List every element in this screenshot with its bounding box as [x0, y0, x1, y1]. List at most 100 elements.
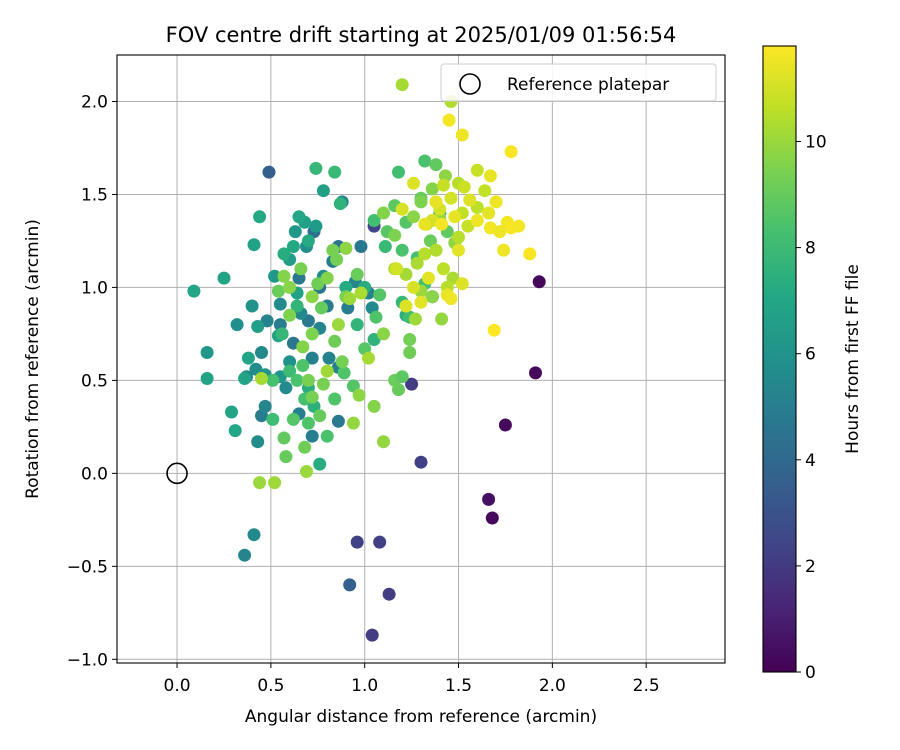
data-point: [455, 128, 469, 142]
y-tick-label: 1.5: [81, 185, 108, 205]
data-point: [262, 165, 276, 179]
legend-marker-reference: [459, 73, 481, 95]
data-point: [418, 247, 432, 261]
data-point: [425, 182, 439, 196]
data-point: [395, 243, 409, 257]
data-point: [410, 256, 424, 270]
data-point: [292, 210, 306, 224]
data-point: [365, 628, 379, 642]
data-point: [305, 429, 319, 443]
data-point: [373, 288, 387, 302]
data-point: [343, 292, 357, 306]
x-tick-label: 2.0: [539, 676, 566, 696]
colorbar-tick-label: 8: [805, 239, 816, 259]
data-point: [286, 412, 300, 426]
data-point: [268, 476, 282, 490]
data-point: [399, 299, 413, 313]
data-point: [313, 457, 327, 471]
data-point: [461, 219, 475, 233]
data-point: [377, 206, 390, 220]
data-point: [316, 184, 330, 198]
colorbar-label: Hours from first FF file: [843, 264, 863, 454]
data-point: [377, 327, 390, 341]
data-point: [309, 161, 323, 175]
data-point: [228, 424, 242, 438]
reference-platepar-marker: [166, 462, 188, 485]
data-point: [339, 241, 353, 255]
y-tick-label: 2.0: [81, 92, 108, 112]
data-point: [504, 145, 518, 159]
data-point: [277, 431, 291, 445]
data-point: [279, 450, 293, 464]
x-tick-label: 0.0: [164, 676, 191, 696]
data-point: [238, 372, 252, 385]
data-point: [331, 318, 345, 332]
data-point: [429, 195, 443, 209]
data-point: [444, 191, 458, 205]
data-point: [200, 346, 214, 359]
colorbar-tick-label: 2: [805, 557, 816, 577]
data-point: [463, 193, 477, 207]
data-point: [241, 351, 255, 365]
data-point: [305, 290, 319, 304]
data-point: [247, 238, 261, 252]
data-point: [425, 290, 439, 304]
data-point: [309, 219, 323, 233]
data-point: [493, 225, 507, 239]
data-point: [392, 165, 405, 179]
x-axis-ticks: 0.0 0.5 1.0 1.5 2.0 2.5: [164, 663, 660, 696]
data-point: [298, 440, 312, 454]
data-point: [225, 405, 238, 419]
data-point: [343, 578, 357, 592]
data-point: [429, 158, 443, 172]
data-point: [290, 299, 304, 313]
data-point: [253, 476, 267, 490]
data-point: [390, 262, 404, 276]
data-point: [485, 511, 499, 525]
data-point: [395, 202, 409, 216]
data-point: [457, 180, 471, 194]
x-tick-label: 1.0: [351, 676, 378, 696]
y-tick-label: 0.5: [81, 371, 108, 391]
chart-title: FOV centre drift starting at 2025/01/09 …: [166, 23, 677, 47]
data-point: [377, 435, 390, 449]
data-point: [253, 210, 267, 224]
data-point: [328, 334, 342, 348]
data-point: [217, 271, 231, 285]
data-point: [352, 388, 366, 402]
data-point: [350, 535, 364, 549]
data-point: [470, 163, 484, 177]
data-point: [279, 381, 293, 395]
data-point: [422, 271, 435, 285]
data-point: [200, 372, 214, 385]
data-point: [414, 195, 428, 209]
colorbar-tick-label: 4: [805, 451, 816, 471]
data-point: [290, 373, 304, 387]
data-point: [448, 210, 462, 224]
plot-area-frame: [116, 54, 726, 664]
data-point: [313, 409, 327, 423]
data-point: [437, 262, 450, 276]
data-point: [277, 247, 291, 261]
data-point: [322, 351, 336, 365]
data-point: [382, 587, 396, 601]
colorbar-tick-label: 6: [805, 345, 816, 365]
colorbar-tick-label: 10: [805, 132, 827, 152]
data-point: [311, 277, 325, 291]
data-point: [414, 295, 428, 309]
data-point: [238, 548, 252, 562]
data-point: [255, 346, 268, 359]
data-point: [266, 412, 280, 426]
data-point: [414, 455, 428, 469]
data-point: [296, 359, 310, 372]
data-point: [320, 429, 334, 443]
data-point: [251, 435, 265, 449]
data-point: [328, 392, 342, 406]
data-point: [300, 465, 313, 478]
data-point: [369, 310, 383, 324]
data-point: [187, 284, 201, 298]
data-point: [483, 169, 497, 183]
colorbar-tick-label: 0: [805, 663, 816, 683]
data-point: [305, 390, 319, 404]
